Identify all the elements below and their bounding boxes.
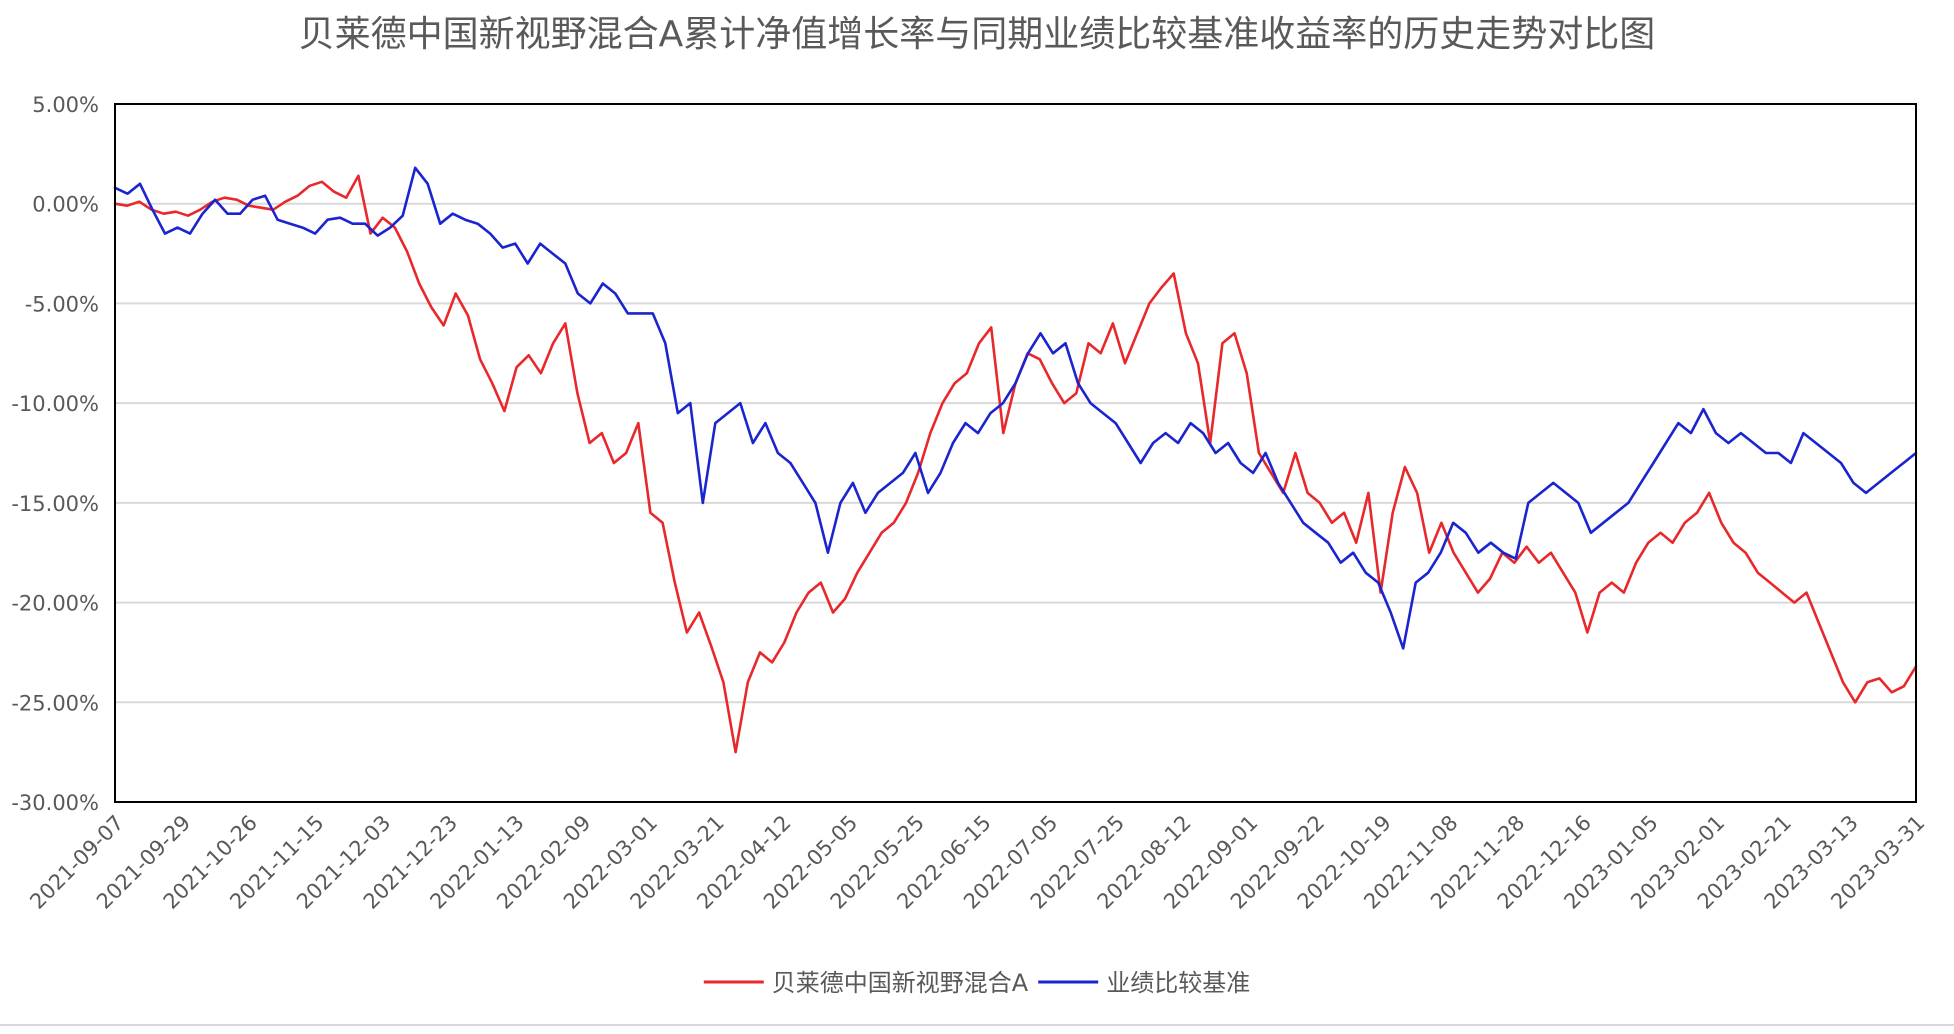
y-axis-tick-labels: 5.00% 0.00% -5.00% -10.00% -15.00% -20.00% -25… <box>11 93 99 815</box>
chart-title: 贝莱德中国新视野混合A累计净值增长率与同期业绩比较基准收益率的历史走势对比图 <box>299 14 1656 55</box>
y-tick-label: 0.00% <box>32 193 99 217</box>
legend: 贝莱德中国新视野混合A 业绩比较基准 <box>703 969 1250 997</box>
y-tick-label: 5.00% <box>32 93 99 117</box>
y-tick-label: -5.00% <box>25 292 99 316</box>
y-tick-label: -15.00% <box>11 492 99 516</box>
gridlines <box>115 202 1916 704</box>
x-axis-tick-labels: 2021-09-072021-09-292021-10-262021-11-15… <box>25 811 1929 914</box>
series-lines <box>113 166 1918 754</box>
y-tick-label: -20.00% <box>11 592 99 616</box>
plot-area-frame <box>114 103 1917 803</box>
series-line-2 <box>113 166 1918 650</box>
y-tick-label: -25.00% <box>11 691 99 715</box>
legend-label-1: 贝莱德中国新视野混合A <box>772 969 1029 997</box>
y-tick-label: -10.00% <box>11 392 99 416</box>
bottom-divider <box>0 1024 1954 1026</box>
legend-label-2: 业绩比较基准 <box>1106 969 1250 997</box>
y-tick-label: -30.00% <box>11 791 99 815</box>
series-line-1 <box>113 174 1918 754</box>
